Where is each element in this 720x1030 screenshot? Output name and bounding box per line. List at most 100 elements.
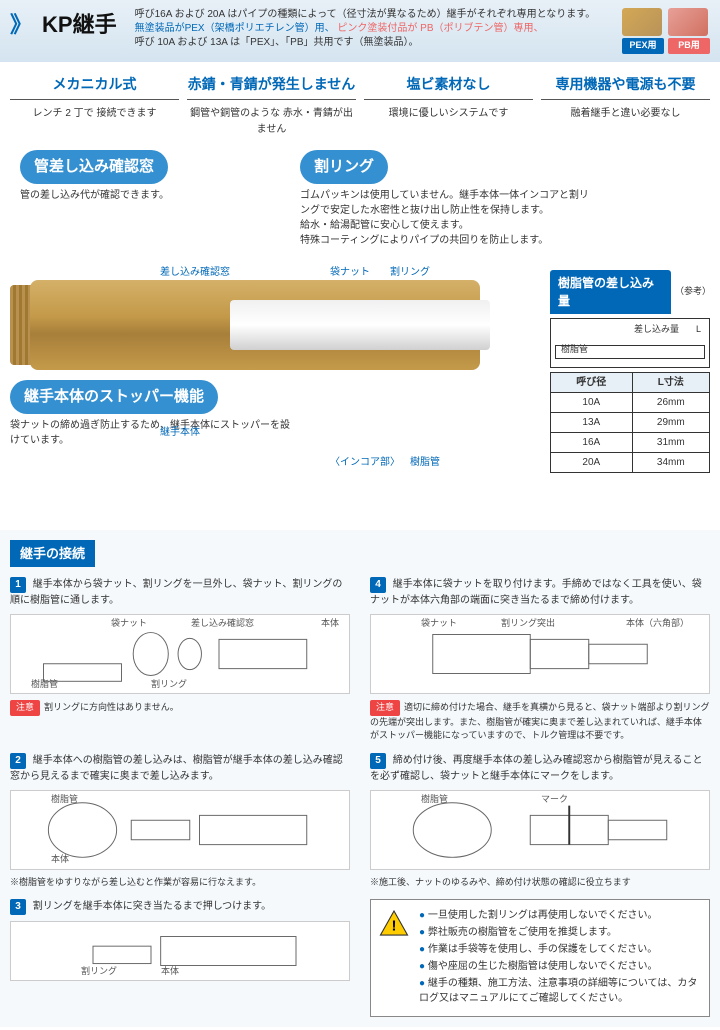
label-ring: 割リング	[390, 265, 430, 280]
caution-item: 継手の種類、施工方法、注意事項の詳細等については、カタログ又はマニュアルにてご確…	[419, 976, 701, 1006]
img-label: 割リング突出	[501, 617, 555, 631]
table-row: 20A34mm	[551, 452, 710, 472]
step-note: ※樹脂管をゆすりながら差し込むと作業が容易に行なえます。	[10, 876, 350, 890]
label-window: 差し込み確認窓	[160, 265, 230, 280]
td: 20A	[551, 452, 633, 472]
table-row: 13A29mm	[551, 412, 710, 432]
td: 13A	[551, 412, 633, 432]
callout-title: 管差し込み確認窓	[20, 150, 168, 185]
feature-desc: 環境に優しいシステムです	[364, 106, 533, 122]
feature-title: 塩ビ素材なし	[364, 74, 533, 100]
desc-line: ゴムパッキンは使用していません。継手本体一体インコアと割リングで安定した水密性と…	[300, 188, 590, 218]
caution-item: 弊社販売の樹脂管をご使用を推奨します。	[419, 925, 701, 940]
step-5: 5 締め付け後、再度継手本体の差し込み確認窓から樹脂管が見えることを必ず確認し、…	[370, 753, 710, 890]
warn-text: 適切に締め付けた場合、継手を真横から見ると、袋ナット端部より割リングの先端が突出…	[370, 702, 709, 740]
label-incore: 〈インコア部〉	[330, 455, 400, 470]
step-text: 継手本体への樹脂管の差し込みは、樹脂管が継手本体の差し込み確認窓から見えるまで確…	[10, 755, 343, 782]
td: 16A	[551, 432, 633, 452]
step-4-diagram: 袋ナット 割リング突出 本体（六角部）	[370, 614, 710, 694]
svg-text:!: !	[392, 918, 397, 935]
warning-icon: !	[379, 908, 409, 938]
fitting-diagram: 差し込み確認窓 袋ナット 割リング 継手本体 〈インコア部〉 樹脂管	[30, 230, 480, 430]
step-1: 1 継手本体から袋ナット、割リングを一旦外し、袋ナット、割リングの順に樹脂管に通…	[10, 577, 350, 743]
step-num-icon: 1	[10, 577, 26, 593]
step-3-diagram: 本体 割リング	[10, 921, 350, 981]
feature-title: 専用機器や電源も不要	[541, 74, 710, 100]
desc-line3: 呼び 10A および 13A は「PEX」、「PB」共用です（無塗装品）。	[135, 36, 612, 50]
desc-pex: 無塗装品がPEX（架橋ポリエチレン管）用、	[135, 23, 335, 34]
steps-grid: 1 継手本体から袋ナット、割リングを一旦外し、袋ナット、割リングの順に樹脂管に通…	[10, 577, 710, 1017]
label-nut: 袋ナット	[330, 265, 370, 280]
badge-pex-label: PEX用	[622, 38, 664, 54]
td: 26mm	[632, 392, 709, 412]
caution-item: 傷や座屈の生じた樹脂管は使用しないでください。	[419, 959, 701, 974]
reference-box: 樹脂管の差し込み量 （参考） 差し込み量 L 樹脂管 呼び径L寸法 10A26m…	[550, 270, 710, 473]
th: L寸法	[632, 372, 709, 392]
ref-table: 呼び径L寸法 10A26mm 13A29mm 16A31mm 20A34mm	[550, 372, 710, 473]
badge-pex: PEX用	[622, 8, 664, 54]
resin-pipe-icon	[230, 300, 490, 350]
callout-desc: 管の差し込み代が確認できます。	[20, 188, 169, 203]
warn-label: 注意	[370, 700, 400, 716]
step-num-icon: 5	[370, 753, 386, 769]
warn-text: 割リングに方向性はありません。	[44, 702, 179, 712]
pipe-label: 樹脂管	[561, 343, 588, 357]
img-label: マーク	[541, 793, 568, 807]
header-description: 呼び16A および 20A はパイプの種類によって（径寸法が異なるため）継手がそ…	[135, 8, 612, 50]
img-label: 袋ナット	[111, 617, 147, 631]
td: 10A	[551, 392, 633, 412]
step-2: 2 継手本体への樹脂管の差し込みは、樹脂管が継手本体の差し込み確認窓から見えるま…	[10, 753, 350, 890]
feature-desc: 融着継手と違い必要なし	[541, 106, 710, 122]
feature-noequip: 専用機器や電源も不要 融着継手と違い必要なし	[541, 74, 710, 138]
table-row: 10A26mm	[551, 392, 710, 412]
step-3: 3 割リングを継手本体に突き当たるまで押しつけます。 本体 割リング	[10, 899, 350, 1017]
feature-novinyl: 塩ビ素材なし 環境に優しいシステムです	[364, 74, 533, 138]
caution-item: 一旦使用した割リングは再使用しないでください。	[419, 908, 701, 923]
img-label: 本体	[51, 853, 69, 867]
badge-pb-image	[668, 8, 708, 36]
caution-item: 作業は手袋等を使用し、手の保護をしてください。	[419, 942, 701, 957]
img-label: 樹脂管	[421, 793, 448, 807]
ref-title: 樹脂管の差し込み量	[550, 270, 671, 314]
badge-pb: PB用	[668, 8, 710, 54]
step-num-icon: 3	[10, 899, 26, 915]
img-label: 本体（六角部）	[626, 617, 689, 631]
step-4: 4 継手本体に袋ナットを取り付けます。手締めではなく工具を使い、袋ナットが本体六…	[370, 577, 710, 743]
features-row: メカニカル式 レンチ 2 丁で 接続できます 赤錆・青錆が発生しません 鋼管や銅…	[0, 62, 720, 150]
desc-pb: ピンク塗装付品が PB（ポリブテン管）専用、	[337, 23, 543, 34]
label-body: 継手本体	[160, 425, 200, 440]
step-5-diagram: 樹脂管 マーク	[370, 790, 710, 870]
callout-window: 管差し込み確認窓 管の差し込み代が確認できます。	[20, 150, 169, 204]
callout-title: 割リング	[300, 150, 388, 185]
img-label: 本体	[321, 617, 339, 631]
table-row: 16A31mm	[551, 432, 710, 452]
td: 31mm	[632, 432, 709, 452]
feature-desc: レンチ 2 丁で 接続できます	[10, 106, 179, 122]
img-label: 樹脂管	[51, 793, 78, 807]
desc-line1: 呼び16A および 20A はパイプの種類によって（径寸法が異なるため）継手がそ…	[135, 8, 612, 22]
step-text: 割リングを継手本体に突き当たるまで押しつけます。	[33, 901, 271, 912]
feature-mechanical: メカニカル式 レンチ 2 丁で 接続できます	[10, 74, 179, 138]
img-label: 樹脂管	[31, 678, 58, 692]
step-1-diagram: 袋ナット 差し込み確認窓 本体 樹脂管 割リング	[10, 614, 350, 694]
feature-desc: 鋼管や銅管のような 赤水・青錆が出ません	[187, 106, 356, 138]
step-num-icon: 4	[370, 577, 386, 593]
td: 29mm	[632, 412, 709, 432]
step-warn: 注意割リングに方向性はありません。	[10, 700, 350, 716]
th: 呼び径	[551, 372, 633, 392]
diagram-area: 管差し込み確認窓 管の差し込み代が確認できます。 割リング ゴムパッキンは使用し…	[0, 150, 720, 530]
feature-title: メカニカル式	[10, 74, 179, 100]
ref-diagram: 差し込み量 L 樹脂管	[550, 318, 710, 368]
steps-section: 継手の接続 1 継手本体から袋ナット、割リングを一旦外し、袋ナット、割リングの順…	[0, 530, 720, 1028]
step-text: 締め付け後、再度継手本体の差し込み確認窓から樹脂管が見えることを必ず確認し、袋ナ…	[370, 755, 702, 782]
step-text: 継手本体に袋ナットを取り付けます。手締めではなく工具を使い、袋ナットが本体六角部…	[370, 579, 702, 606]
feature-title: 赤錆・青錆が発生しません	[187, 74, 356, 100]
table-row: 呼び径L寸法	[551, 372, 710, 392]
ref-note: （参考）	[675, 285, 710, 299]
ref-diag-label: 差し込み量	[634, 323, 679, 337]
step-num-icon: 2	[10, 753, 26, 769]
steps-title: 継手の接続	[10, 540, 95, 568]
ref-diag-l: L	[696, 323, 701, 337]
step-note: ※施工後、ナットのゆるみや、締め付け状態の確認に役立ちます	[370, 876, 710, 890]
header-arrow-icon: 》	[10, 8, 32, 41]
